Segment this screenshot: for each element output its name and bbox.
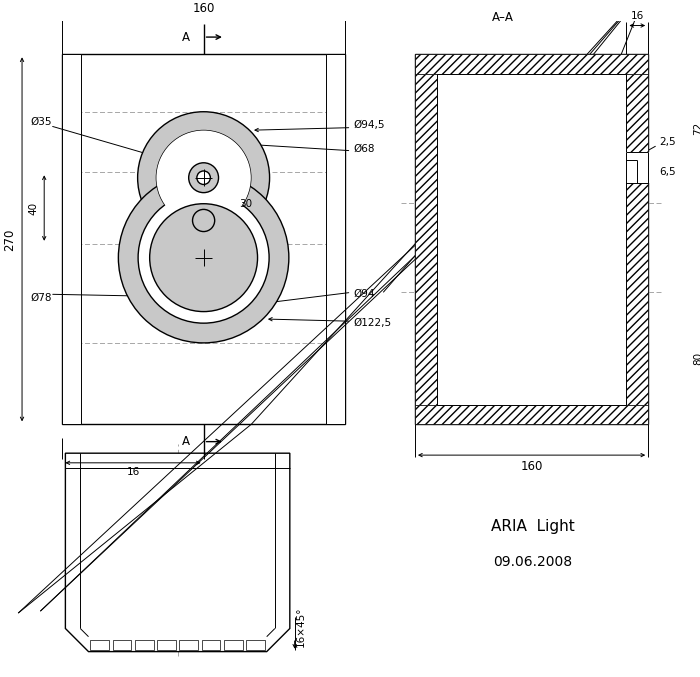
Text: Ø122,5: Ø122,5 — [354, 318, 391, 328]
Bar — [135, 640, 154, 650]
Text: 09.06.2008: 09.06.2008 — [493, 555, 572, 569]
Text: A: A — [182, 435, 190, 448]
Bar — [246, 640, 265, 650]
Text: 2,5: 2,5 — [659, 137, 676, 147]
Text: Ø94,5: Ø94,5 — [354, 120, 385, 130]
Bar — [224, 640, 243, 650]
Circle shape — [189, 162, 218, 193]
Text: 72: 72 — [693, 122, 700, 135]
Polygon shape — [65, 453, 290, 652]
Text: 16: 16 — [631, 11, 644, 21]
Circle shape — [156, 131, 251, 225]
Bar — [62, 54, 80, 424]
Circle shape — [138, 112, 270, 244]
Text: A: A — [182, 30, 190, 43]
Text: 80: 80 — [693, 352, 700, 365]
Bar — [415, 54, 648, 74]
Bar — [437, 74, 626, 405]
Bar — [62, 54, 344, 424]
Bar — [626, 74, 648, 405]
Text: 40: 40 — [29, 202, 38, 215]
Bar — [113, 640, 132, 650]
Text: Ø94: Ø94 — [354, 289, 375, 299]
Bar — [179, 640, 198, 650]
Circle shape — [189, 162, 218, 193]
Text: 16: 16 — [127, 467, 140, 477]
Text: 30: 30 — [239, 199, 252, 209]
Bar — [415, 405, 648, 424]
Text: ARIA  Light: ARIA Light — [491, 519, 575, 534]
Text: 16×45°: 16×45° — [295, 607, 305, 647]
Circle shape — [156, 131, 251, 225]
Text: 6,5: 6,5 — [659, 167, 676, 177]
Circle shape — [138, 192, 269, 323]
Bar — [626, 152, 659, 183]
Circle shape — [150, 204, 258, 311]
Bar — [202, 640, 220, 650]
Text: Ø68: Ø68 — [354, 144, 375, 154]
Text: 270: 270 — [3, 228, 16, 250]
Bar — [157, 640, 176, 650]
Bar — [90, 640, 109, 650]
Text: 160: 160 — [520, 460, 542, 473]
Circle shape — [197, 171, 211, 184]
Bar — [415, 74, 437, 405]
Text: 160: 160 — [193, 1, 215, 15]
Circle shape — [118, 173, 289, 343]
Bar — [326, 54, 344, 424]
Text: Ø35: Ø35 — [30, 117, 52, 127]
Text: A–A: A–A — [492, 12, 514, 24]
Text: Ø78: Ø78 — [30, 293, 52, 303]
Circle shape — [197, 171, 211, 184]
Circle shape — [193, 209, 215, 232]
Bar — [415, 54, 648, 424]
